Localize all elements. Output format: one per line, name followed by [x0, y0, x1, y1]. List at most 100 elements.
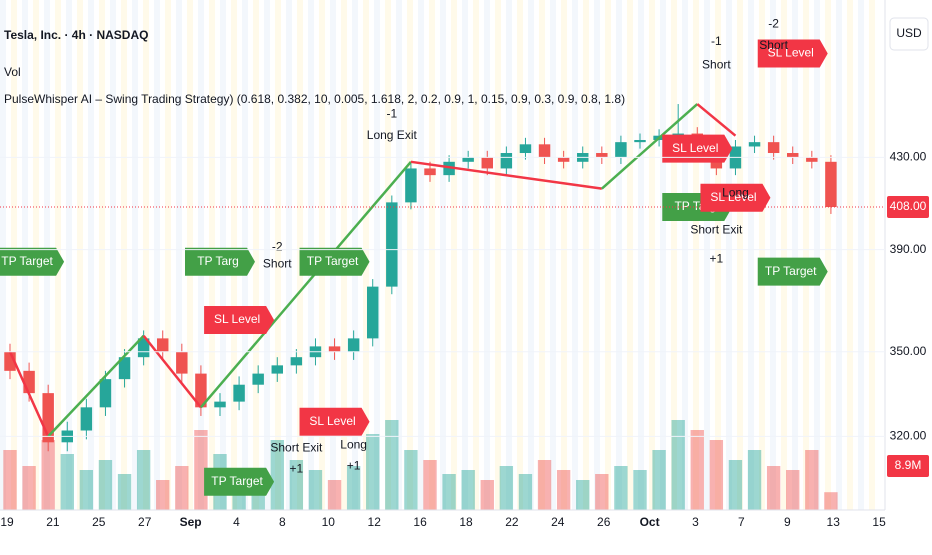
stripe: [473, 0, 479, 510]
stripe: [616, 0, 622, 510]
candle-body: [271, 365, 283, 374]
candle-body: [787, 153, 799, 158]
signal-label: Short Exit: [270, 440, 323, 454]
stripe: [781, 0, 787, 510]
currency-button[interactable]: [889, 17, 929, 51]
candle-body: [519, 144, 532, 154]
stripe: [154, 0, 160, 510]
volume-bar: [480, 480, 494, 510]
stripe: [726, 0, 732, 510]
annotation-box: [204, 467, 275, 496]
candle-body: [500, 153, 513, 169]
signal-label: Short: [263, 256, 292, 270]
stripe: [121, 0, 127, 510]
stripe: [275, 0, 281, 510]
x-tick-label: 10: [322, 515, 336, 529]
signal-label: Long Exit: [367, 128, 418, 142]
candle-body: [424, 168, 436, 176]
candle-body: [4, 351, 16, 371]
annotation-box: [700, 183, 771, 212]
x-tick-label: 7: [738, 515, 745, 529]
stripe: [462, 0, 468, 510]
x-tick-label: Sep: [180, 515, 202, 529]
candle-body: [596, 153, 608, 158]
signal-label: Short: [759, 38, 788, 52]
stripe: [770, 0, 776, 510]
x-tick-label: 16: [413, 515, 427, 529]
stripe: [583, 0, 589, 510]
stripe: [484, 0, 490, 510]
stripe: [572, 0, 578, 510]
candle-body: [462, 157, 474, 162]
volume-bar: [518, 474, 533, 510]
volume-bar: [136, 450, 151, 510]
signal-label: -2: [768, 17, 779, 31]
annotation-box: [0, 247, 65, 276]
stripe: [264, 0, 270, 510]
candle-body: [767, 142, 780, 154]
candle-body: [386, 202, 398, 287]
stripe: [594, 0, 600, 510]
candle-body: [347, 338, 360, 352]
volume-layer: [3, 420, 838, 510]
stripe: [176, 0, 182, 510]
candle-body: [118, 357, 131, 380]
stripe: [660, 0, 666, 510]
volume-bar: [537, 460, 552, 510]
stripe: [165, 0, 171, 510]
volume-bar: [595, 474, 609, 510]
signal-label: +1: [347, 459, 361, 473]
volume-bar: [366, 434, 380, 510]
stripe: [759, 0, 765, 510]
x-tick-label: 9: [784, 515, 791, 529]
candle-body: [615, 142, 627, 158]
annotation-box: [299, 247, 370, 276]
volume-bar: [690, 430, 704, 510]
volume-legend: Vol: [4, 65, 21, 79]
currency[interactable]: USD: [896, 26, 922, 40]
stripe: [704, 0, 710, 510]
last-price-tag: [887, 195, 929, 218]
volume-bar: [385, 420, 399, 510]
volume-bar: [423, 460, 437, 510]
last-volume-label: 8.9M: [895, 458, 922, 472]
x-tick-label: 15: [872, 515, 886, 529]
signal-label: Short: [702, 58, 731, 72]
annotation-label: SL Level: [309, 414, 355, 428]
stripe: [814, 0, 820, 510]
stripe: [627, 0, 633, 510]
stripe: [99, 0, 105, 510]
candle-body: [672, 133, 684, 136]
swing-line: [199, 160, 412, 409]
candle-body: [806, 157, 818, 162]
stripe: [803, 0, 809, 510]
candle-body: [99, 379, 112, 408]
stripe: [671, 0, 677, 510]
x-tick-label: Oct: [640, 515, 660, 529]
stripe: [407, 0, 413, 510]
candle-body: [137, 338, 150, 358]
x-tick-label: 4: [233, 515, 240, 529]
volume-bar: [766, 466, 781, 510]
chart-title: Tesla, Inc. · 4h · NASDAQ: [4, 28, 148, 42]
y-tick-label: 320.00: [890, 429, 927, 443]
volume-bar: [556, 470, 571, 510]
stripe: [132, 0, 138, 510]
annotation-box: [204, 305, 275, 334]
volume-bar: [652, 450, 666, 510]
stripe: [77, 0, 83, 510]
swing-line: [8, 351, 50, 437]
stripe: [847, 0, 853, 510]
stripe: [748, 0, 754, 510]
x-tick-label: 21: [46, 515, 60, 529]
stripe: [682, 0, 688, 510]
volume-bar: [308, 470, 323, 510]
stripe: [110, 0, 116, 510]
signal-label: +1: [710, 251, 724, 265]
candle-body: [405, 168, 417, 203]
stripe: [836, 0, 842, 510]
stripe: [869, 0, 875, 510]
volume-bar: [3, 450, 17, 510]
annotation-layer: TP Target TP Targ TP Target SL Level SL Leve…: [0, 17, 828, 496]
volume-bar: [499, 466, 514, 510]
